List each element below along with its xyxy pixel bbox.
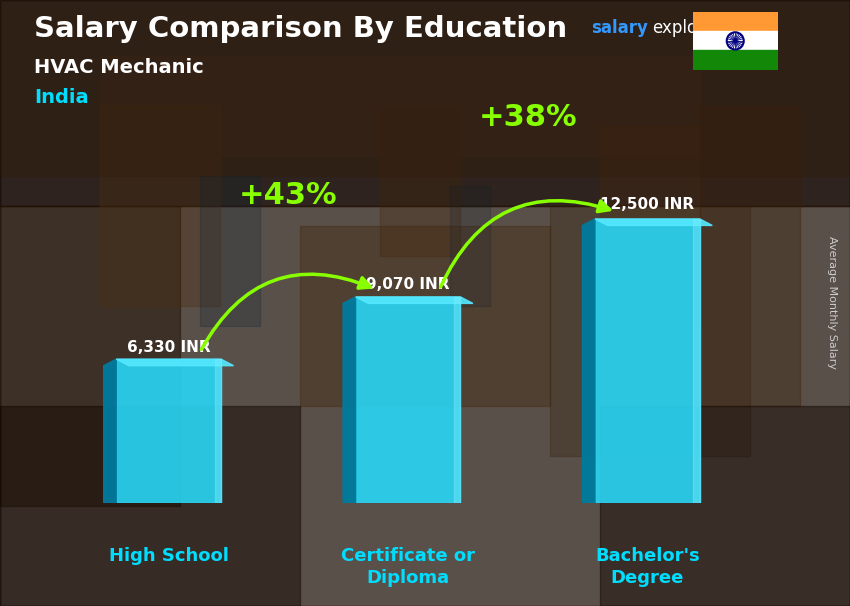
- Bar: [300, 226, 550, 406]
- Text: India: India: [34, 88, 88, 107]
- Polygon shape: [116, 359, 221, 503]
- Bar: [600, 406, 850, 606]
- Polygon shape: [694, 219, 700, 503]
- Bar: [700, 106, 800, 406]
- Bar: [100, 56, 700, 156]
- Polygon shape: [355, 297, 473, 304]
- Polygon shape: [355, 297, 461, 503]
- Polygon shape: [104, 359, 116, 510]
- Polygon shape: [116, 359, 234, 365]
- Bar: [0, 206, 180, 506]
- Text: +43%: +43%: [239, 181, 337, 210]
- Text: HVAC Mechanic: HVAC Mechanic: [34, 58, 204, 76]
- Polygon shape: [343, 297, 355, 510]
- Polygon shape: [215, 359, 221, 503]
- Bar: [693, 12, 778, 32]
- Bar: [200, 176, 260, 326]
- Circle shape: [734, 39, 737, 42]
- Text: explorer.com: explorer.com: [652, 19, 760, 38]
- Bar: [693, 50, 778, 70]
- Bar: [450, 186, 490, 306]
- Text: Certificate or
Diploma: Certificate or Diploma: [341, 547, 475, 587]
- Text: salary: salary: [591, 19, 648, 38]
- Bar: [100, 106, 220, 306]
- Text: Bachelor's
Degree: Bachelor's Degree: [595, 547, 700, 587]
- Bar: [550, 206, 750, 456]
- Polygon shape: [454, 297, 461, 503]
- Bar: [0, 206, 850, 606]
- Polygon shape: [582, 219, 595, 510]
- Bar: [600, 126, 700, 326]
- Text: 9,070 INR: 9,070 INR: [366, 278, 450, 292]
- Bar: [693, 32, 778, 50]
- Text: High School: High School: [109, 547, 229, 565]
- Bar: [0, 406, 300, 606]
- Bar: [0, 0, 850, 176]
- Bar: [0, 0, 850, 206]
- Text: +38%: +38%: [479, 102, 577, 132]
- Text: 12,500 INR: 12,500 INR: [600, 197, 694, 212]
- Polygon shape: [595, 219, 712, 225]
- Text: 6,330 INR: 6,330 INR: [127, 339, 211, 355]
- Bar: [380, 106, 460, 256]
- Text: Salary Comparison By Education: Salary Comparison By Education: [34, 15, 567, 43]
- Text: Average Monthly Salary: Average Monthly Salary: [827, 236, 837, 370]
- Polygon shape: [595, 219, 700, 503]
